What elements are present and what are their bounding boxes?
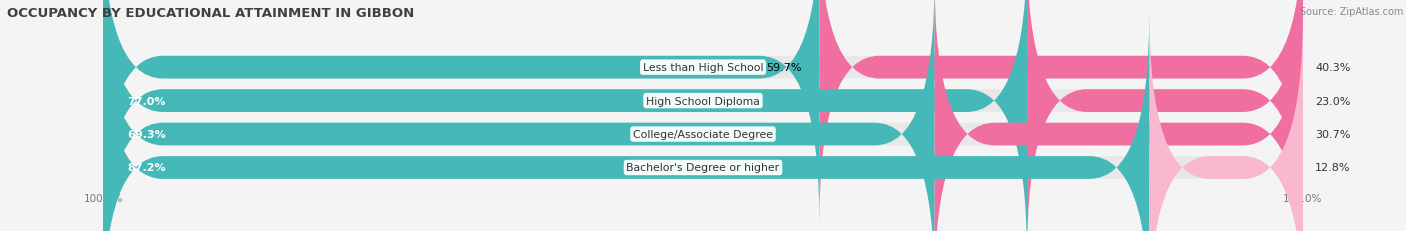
Text: 77.0%: 77.0% <box>127 96 166 106</box>
Text: 12.8%: 12.8% <box>1315 163 1351 173</box>
FancyBboxPatch shape <box>103 0 1303 223</box>
FancyBboxPatch shape <box>103 0 1026 231</box>
FancyBboxPatch shape <box>820 0 1303 223</box>
Text: 59.7%: 59.7% <box>766 63 801 73</box>
Text: 23.0%: 23.0% <box>1315 96 1350 106</box>
FancyBboxPatch shape <box>103 0 1303 231</box>
Text: 69.3%: 69.3% <box>127 130 166 140</box>
Text: College/Associate Degree: College/Associate Degree <box>633 130 773 140</box>
FancyBboxPatch shape <box>1149 12 1303 231</box>
Text: Bachelor's Degree or higher: Bachelor's Degree or higher <box>627 163 779 173</box>
FancyBboxPatch shape <box>103 0 820 223</box>
FancyBboxPatch shape <box>103 0 935 231</box>
FancyBboxPatch shape <box>103 12 1303 231</box>
Text: 40.3%: 40.3% <box>1315 63 1350 73</box>
Text: 87.2%: 87.2% <box>127 163 166 173</box>
FancyBboxPatch shape <box>103 0 1303 231</box>
FancyBboxPatch shape <box>1026 0 1303 231</box>
Text: Less than High School: Less than High School <box>643 63 763 73</box>
Text: Source: ZipAtlas.com: Source: ZipAtlas.com <box>1299 7 1403 17</box>
FancyBboxPatch shape <box>935 0 1303 231</box>
FancyBboxPatch shape <box>103 12 1149 231</box>
Text: OCCUPANCY BY EDUCATIONAL ATTAINMENT IN GIBBON: OCCUPANCY BY EDUCATIONAL ATTAINMENT IN G… <box>7 7 415 20</box>
Text: High School Diploma: High School Diploma <box>647 96 759 106</box>
Text: 30.7%: 30.7% <box>1315 130 1350 140</box>
